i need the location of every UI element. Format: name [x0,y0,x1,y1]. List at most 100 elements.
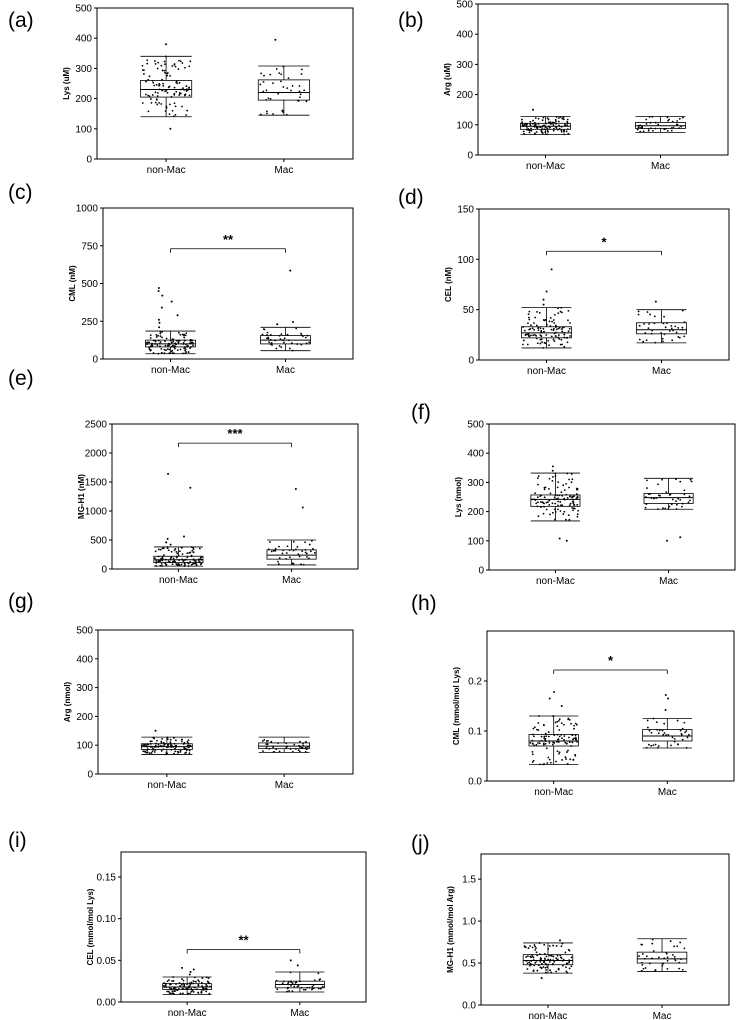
data-point [523,329,526,332]
data-point [172,344,174,347]
data-point [553,322,556,324]
data-point [182,982,185,985]
data-point [534,334,536,336]
data-point [169,742,172,745]
data-point [566,341,569,344]
data-point [549,761,552,764]
data-point [546,117,549,120]
y-tick-label: 0.1 [468,727,482,738]
data-point [277,560,279,563]
data-point [535,337,538,340]
data-point [306,746,309,748]
data-point [195,564,198,567]
data-point [280,333,283,336]
data-point [168,979,170,981]
data-point [535,126,538,129]
data-point [269,334,272,336]
outlier-point [167,472,170,475]
y-tick-label: 0.0 [468,777,482,788]
data-point [542,327,545,330]
data-point [266,110,268,113]
data-point [177,331,180,334]
data-point [531,761,534,763]
data-point [200,990,203,993]
data-point [282,65,285,68]
data-point [561,117,564,120]
data-point [183,983,186,986]
data-point [163,352,166,355]
data-point [285,557,288,560]
data-point [657,732,660,735]
data-point [637,313,640,316]
data-point [564,124,566,127]
data-point [529,123,532,126]
data-point [168,982,171,985]
data-point [526,955,529,958]
outlier-point [666,539,669,542]
data-point [184,66,186,69]
data-point [167,745,170,748]
data-point [527,313,530,316]
data-point [303,89,306,92]
data-point [543,957,546,960]
data-point [168,992,171,994]
data-point [266,334,268,336]
data-point [190,555,193,558]
outlier-point [548,697,551,700]
data-point [541,341,543,344]
data-point [172,340,175,343]
data-point [286,87,289,90]
data-point [278,345,281,347]
data-point [559,343,562,346]
data-point [172,352,175,355]
data-point [317,972,320,975]
data-point [272,113,274,115]
data-point [191,549,194,552]
data-point [554,326,557,329]
data-point [185,351,188,353]
data-point [185,85,188,88]
data-point [191,341,194,344]
data-point [312,548,314,550]
data-point [186,552,189,555]
data-point [571,738,574,741]
data-point [560,734,563,736]
outlier-point [276,323,279,326]
data-point [154,550,157,553]
y-axis-label: Lys (uM) [62,67,71,100]
data-point [156,103,159,106]
data-point [184,93,187,96]
data-point [171,349,174,352]
data-point [557,741,560,743]
data-point [142,750,145,753]
data-point [555,970,558,973]
data-point [639,124,642,127]
data-point [670,324,673,327]
panel-a: (a) 0 100 200 300 400 500 non-Mac Mac Lys (uM) [8,4,354,176]
data-point [173,346,176,349]
data-point [263,328,266,331]
outlier-point [301,506,304,509]
data-point [554,324,557,327]
data-point [198,980,200,983]
y-tick-label: 1000 [85,507,108,518]
data-point [652,717,655,720]
data-point [178,81,181,84]
data-point [166,72,169,75]
data-point [677,743,679,746]
data-point [175,744,178,747]
iqr-box [636,322,687,335]
data-point [683,721,686,724]
data-point [268,341,271,344]
data-point [291,750,294,753]
plot-frame [96,7,354,160]
data-point [172,745,175,748]
data-point [522,343,524,346]
data-point [171,65,174,67]
data-point [562,116,565,119]
data-point [572,498,575,501]
data-point [169,738,172,741]
data-point [565,742,568,745]
data-point [674,959,677,962]
data-point [566,497,569,499]
